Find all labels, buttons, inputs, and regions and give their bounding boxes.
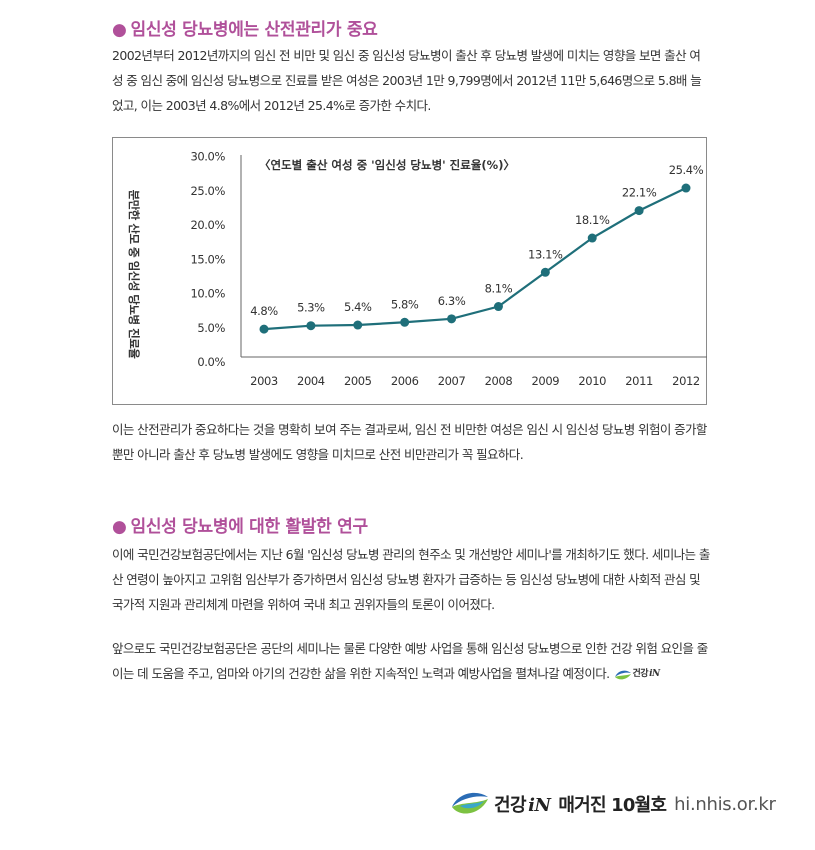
data-point — [353, 320, 363, 330]
logo-icon — [614, 670, 631, 679]
x-tick-label: 2003 — [250, 374, 278, 388]
y-tick-label: 20.0% — [190, 218, 225, 232]
data-point — [259, 324, 269, 334]
footer-issue: 매거진 10월호 — [558, 795, 667, 816]
footer-brand-prefix: 건강 — [494, 795, 527, 816]
data-point — [306, 321, 316, 331]
footer-site: hi.nhis.or.kr — [674, 793, 776, 815]
data-point — [447, 314, 457, 324]
magazine-logo-icon — [452, 792, 488, 814]
section1-title: 임신성 당뇨병에는 산전관리가 중요 — [130, 20, 378, 40]
series-line — [263, 187, 687, 331]
data-label: 13.1% — [528, 247, 563, 261]
section2-title: 임신성 당뇨병에 대한 활발한 연구 — [130, 517, 369, 537]
section2-paragraph2: 앞으로도 국민건강보험공단은 공단의 세미나는 물론 다양한 예방 사업을 통해… — [112, 636, 710, 687]
y-tick-label: 15.0% — [190, 252, 225, 266]
x-tick-label: 2012 — [672, 374, 700, 388]
y-tick-label: 5.0% — [197, 321, 225, 335]
y-axis-label: 분만한 산모 중 임신성 당뇨병 진료율 — [127, 189, 141, 359]
data-point — [493, 302, 503, 312]
y-tick-label: 25.0% — [190, 184, 225, 198]
data-label: 5.8% — [391, 297, 419, 311]
chart-title: 〈연도별 출산 여성 중 '임신성 당뇨병' 진료율(%)〉 — [259, 158, 515, 172]
x-tick-label: 2011 — [625, 374, 653, 388]
footer-brand: 건강 iN — [494, 791, 552, 817]
x-tick-label: 2008 — [485, 374, 513, 388]
x-tick-label: 2007 — [438, 374, 466, 388]
data-point — [634, 206, 644, 216]
data-point — [400, 317, 410, 327]
bullet-icon: ● — [112, 20, 127, 40]
data-label: 8.1% — [485, 282, 513, 296]
data-label: 4.8% — [250, 304, 278, 318]
section1-heading: ● 임신성 당뇨병에는 산전관리가 중요 — [112, 15, 378, 40]
x-tick-label: 2010 — [578, 374, 606, 388]
data-label: 25.4% — [669, 163, 704, 177]
footer-brand-mark: iN — [528, 795, 551, 816]
signoff-mark: iN — [649, 669, 660, 679]
x-tick-label: 2004 — [297, 374, 325, 388]
data-label: 6.3% — [438, 294, 466, 308]
bullet-icon: ● — [112, 517, 127, 537]
x-tick-label: 2005 — [344, 374, 372, 388]
data-label: 18.1% — [575, 213, 610, 227]
x-tick-label: 2006 — [391, 374, 419, 388]
section2-heading: ● 임신성 당뇨병에 대한 활발한 연구 — [112, 512, 368, 537]
signoff-text: 건강 — [632, 669, 649, 679]
section2-paragraph1: 이에 국민건강보험공단에서는 지난 6월 '임신성 당뇨병 관리의 현주소 및 … — [112, 547, 710, 612]
data-point — [587, 233, 597, 243]
section2-paragraph2-text: 앞으로도 국민건강보험공단은 공단의 세미나는 물론 다양한 예방 사업을 통해… — [112, 641, 708, 681]
data-label: 22.1% — [622, 186, 657, 200]
chart-container: 〈연도별 출산 여성 중 '임신성 당뇨병' 진료율(%)〉 0.0% 5.0% 1… — [112, 137, 707, 405]
data-label: 5.3% — [297, 301, 325, 315]
y-tick-label: 0.0% — [197, 355, 225, 369]
x-tick-label: 2009 — [531, 374, 559, 388]
data-point — [681, 183, 691, 193]
section1-paragraph: 2002년부터 2012년까지의 임신 전 비만 및 임신 중 임신성 당뇨병이… — [112, 48, 702, 113]
y-tick-label: 10.0% — [190, 287, 225, 301]
data-point — [540, 267, 550, 277]
section1-after-chart: 이는 산전관리가 중요하다는 것을 명확히 보여 주는 결과로써, 임신 전 비… — [112, 422, 707, 462]
signoff-logo: 건강 iN — [614, 662, 660, 687]
line-chart: 〈연도별 출산 여성 중 '임신성 당뇨병' 진료율(%)〉 0.0% 5.0% 1… — [190, 150, 707, 388]
footer: 건강 iN 매거진 10월호 hi.nhis.or.kr — [450, 786, 790, 822]
y-tick-label: 30.0% — [190, 150, 225, 164]
data-label: 5.4% — [344, 300, 372, 314]
